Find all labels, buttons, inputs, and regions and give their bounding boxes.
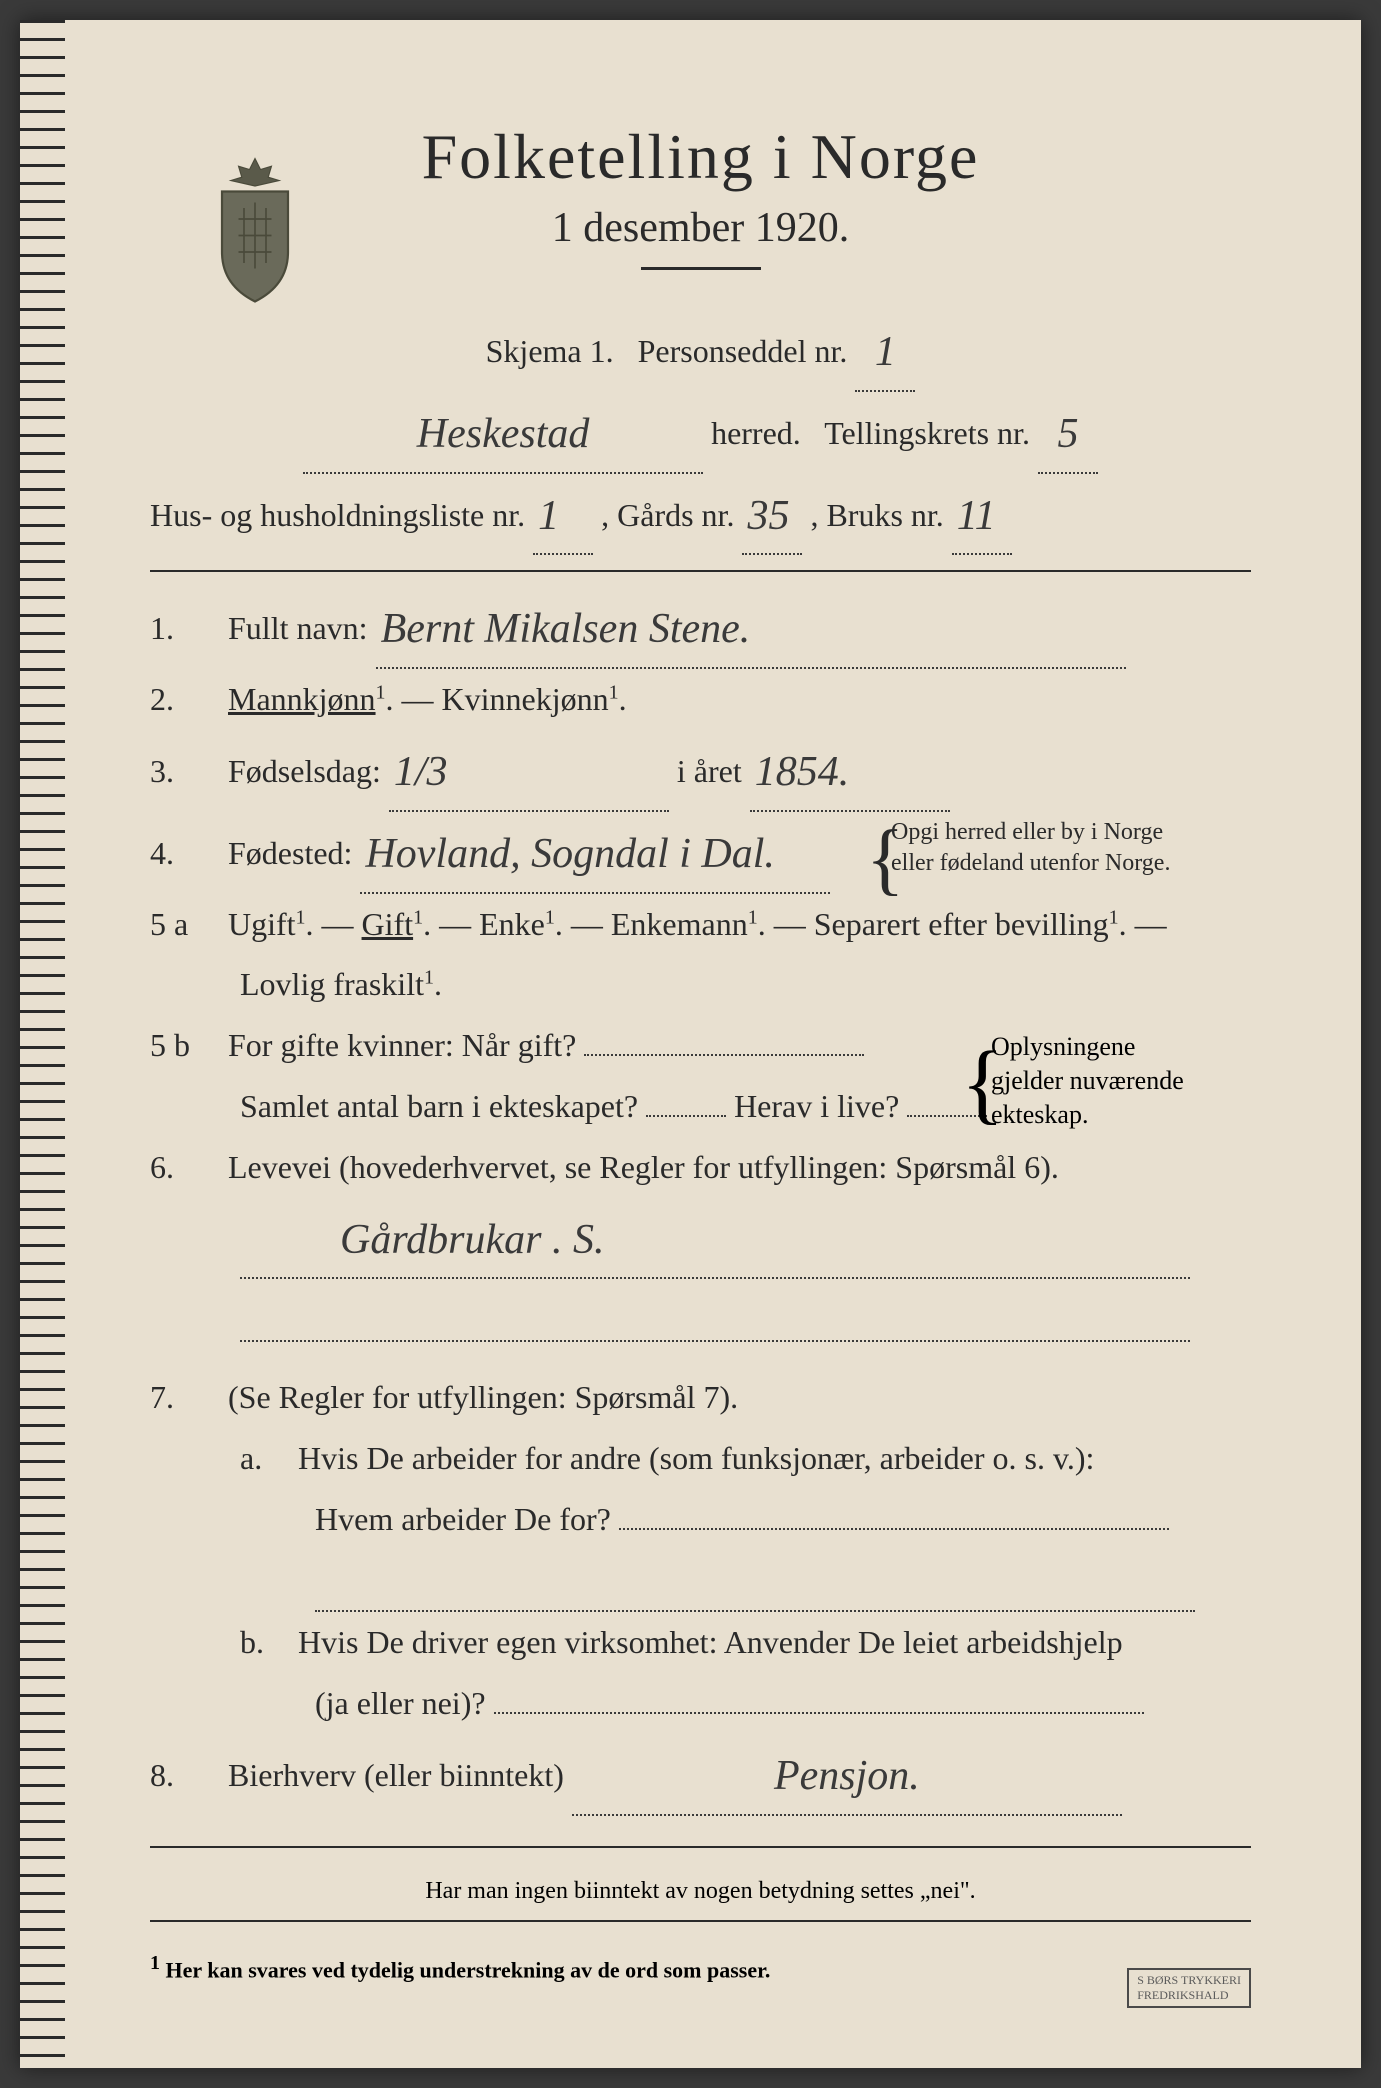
- q4-note1: Opgi herred eller by i Norge: [891, 819, 1163, 845]
- q7b-row: b. Hvis De driver egen virksomhet: Anven…: [150, 1612, 1251, 1673]
- q6-blank: [150, 1279, 1251, 1342]
- q5a-enke: Enke: [479, 906, 545, 942]
- q5a-ugift: Ugift: [228, 906, 296, 942]
- header-rule: [641, 267, 761, 270]
- personseddel-nr: 1: [875, 329, 896, 375]
- q5b-block: 5 b For gifte kvinner: Når gift? Samlet …: [150, 1015, 1251, 1137]
- q8-num: 8.: [150, 1745, 220, 1806]
- q5b-label1: For gifte kvinner: Når gift?: [228, 1027, 576, 1063]
- q5a-enkemann: Enkemann: [611, 906, 748, 942]
- footer-rule: [150, 1846, 1251, 1848]
- q5b-num: 5 b: [150, 1015, 220, 1076]
- tellingskrets-label: Tellingskrets nr.: [824, 415, 1030, 451]
- gards-label: , Gårds nr.: [601, 497, 734, 533]
- form-date: 1 desember 1920.: [150, 204, 1251, 252]
- herred-label: herred.: [711, 415, 801, 451]
- footer-rule2: [150, 1920, 1251, 1922]
- q3-row: 3. Fødselsdag: 1/3 i året 1854.: [150, 730, 1251, 812]
- q1-row: 1. Fullt navn: Bernt Mikalsen Stene.: [150, 587, 1251, 669]
- q2-num: 2.: [150, 669, 220, 730]
- q7a-num: a.: [240, 1428, 290, 1489]
- q4-value: Hovland, Sogndal i Dal.: [365, 831, 774, 877]
- q3-label: Fødselsdag:: [228, 753, 381, 789]
- personseddel-label: Personseddel nr.: [638, 333, 848, 369]
- q5b-label2: Samlet antal barn i ekteskapet?: [240, 1088, 638, 1124]
- q5a-row2: Lovlig fraskilt1.: [150, 954, 1251, 1015]
- footnote1: Har man ingen biinntekt av nogen betydni…: [150, 1878, 1251, 1905]
- q6-num: 6.: [150, 1137, 220, 1198]
- bruks-label: , Bruks nr.: [810, 497, 943, 533]
- herred-row: Heskestad herred. Tellingskrets nr. 5: [150, 392, 1251, 474]
- gards-nr: 35: [747, 493, 789, 539]
- q8-label: Bierhverv (eller biinntekt): [228, 1757, 564, 1793]
- q2-kvinne: Kvinnekjønn: [442, 681, 609, 717]
- tellingskrets-nr: 5: [1057, 411, 1078, 457]
- skjema-row: Skjema 1. Personseddel nr. 1: [150, 310, 1251, 392]
- bruks-nr: 11: [957, 493, 996, 539]
- liste-row: Hus- og husholdningsliste nr. 1 , Gårds …: [150, 474, 1251, 556]
- q3-num: 3.: [150, 741, 220, 802]
- form-header: Folketelling i Norge 1 desember 1920.: [150, 120, 1251, 270]
- q8-row: 8. Bierhverv (eller biinntekt) Pensjon.: [150, 1734, 1251, 1816]
- q2-mann: Mannkjønn: [228, 681, 376, 717]
- q6-value: Gårdbrukar . S.: [340, 1217, 604, 1263]
- q7a-row: a. Hvis De arbeider for andre (som funks…: [150, 1428, 1251, 1489]
- q1-num: 1.: [150, 598, 220, 659]
- q3-year-label: i året: [677, 753, 742, 789]
- q6-row: 6. Levevei (hovederhvervet, se Regler fo…: [150, 1137, 1251, 1198]
- form-title: Folketelling i Norge: [150, 120, 1251, 194]
- q5a-separert: Separert efter bevilling: [814, 906, 1109, 942]
- q5a-num: 5 a: [150, 894, 220, 955]
- q7b-line1: Hvis De driver egen virksomhet: Anvender…: [298, 1624, 1123, 1660]
- q5a-gift: Gift: [362, 906, 414, 942]
- q5a-row: 5 a Ugift1. — Gift1. — Enke1. — Enkemann…: [150, 894, 1251, 955]
- liste-nr: 1: [538, 493, 559, 539]
- coat-of-arms-icon: [200, 150, 310, 310]
- q2-row: 2. Mannkjønn1. — Kvinnekjønn1.: [150, 669, 1251, 730]
- q7a-row2: Hvem arbeider De for?: [150, 1489, 1251, 1550]
- q6-label: Levevei (hovederhvervet, se Regler for u…: [228, 1149, 1059, 1185]
- q8-value: Pensjon.: [774, 1753, 920, 1799]
- skjema-label: Skjema 1.: [486, 333, 614, 369]
- q7-num: 7.: [150, 1367, 220, 1428]
- census-form-document: Folketelling i Norge 1 desember 1920. Sk…: [20, 20, 1361, 2068]
- q5a-lovlig: Lovlig fraskilt: [240, 966, 424, 1002]
- perforated-edge: [20, 20, 65, 2068]
- q7b-row2: (ja eller nei)?: [150, 1673, 1251, 1734]
- q5b-label3: Herav i live?: [734, 1088, 899, 1124]
- q5b-note: { Oplysningene gjelder nuværende ekteska…: [991, 1030, 1241, 1131]
- q1-label: Fullt navn:: [228, 610, 368, 646]
- q4-label: Fødested:: [228, 835, 352, 871]
- herred-name: Heskestad: [417, 411, 590, 457]
- q3-day: 1/3: [394, 749, 448, 795]
- q7-label: (Se Regler for utfyllingen: Spørsmål 7).: [228, 1379, 738, 1415]
- q7a-line2: Hvem arbeider De for?: [315, 1501, 611, 1537]
- q4-num: 4.: [150, 823, 220, 884]
- liste-label: Hus- og husholdningsliste nr.: [150, 497, 525, 533]
- q4-note2: eller fødeland utenfor Norge.: [891, 850, 1170, 876]
- q1-value: Bernt Mikalsen Stene.: [381, 606, 751, 652]
- q7b-num: b.: [240, 1612, 290, 1673]
- q7a-blank: [150, 1550, 1251, 1613]
- q4-row: 4. Fødested: Hovland, Sogndal i Dal. { O…: [150, 812, 1251, 894]
- q7a-line1: Hvis De arbeider for andre (som funksjon…: [298, 1440, 1094, 1476]
- section-rule: [150, 570, 1251, 572]
- footnote2: 1 Her kan svares ved tydelig understrekn…: [150, 1952, 1251, 1983]
- q7b-line2: (ja eller nei)?: [315, 1685, 486, 1721]
- q6-value-row: Gårdbrukar . S.: [150, 1198, 1251, 1280]
- q3-year: 1854.: [755, 749, 850, 795]
- q7-row: 7. (Se Regler for utfyllingen: Spørsmål …: [150, 1367, 1251, 1428]
- printer-stamp: S BØRS TRYKKERI FREDRIKSHALD: [1127, 1968, 1251, 2008]
